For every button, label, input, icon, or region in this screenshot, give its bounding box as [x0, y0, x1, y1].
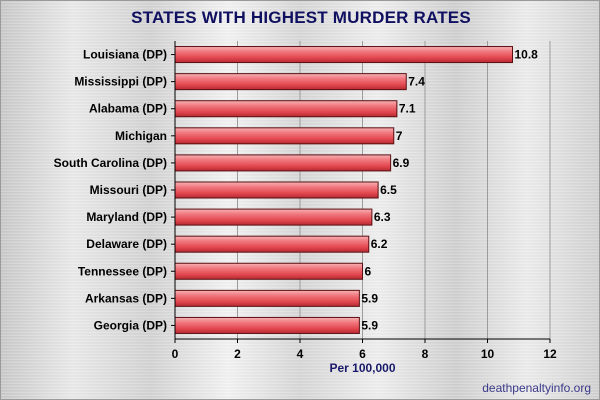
bar [174, 127, 395, 145]
value-label: 6.9 [393, 156, 410, 170]
x-tick-label: 8 [422, 347, 429, 361]
category-label: Mississippi (DP) [74, 75, 167, 89]
bar [174, 262, 363, 280]
x-tick-label: 6 [359, 347, 366, 361]
value-label: 6.3 [374, 210, 391, 224]
value-label: 5.9 [361, 318, 378, 332]
value-label: 7 [396, 129, 403, 143]
x-tick-label: 0 [172, 347, 179, 361]
category-label: South Carolina (DP) [54, 156, 167, 170]
bar [174, 181, 379, 199]
x-axis-label: Per 100,000 [329, 361, 396, 375]
axes: Louisiana (DP) 10.8 Mississippi (DP) 7.4 Ala… [54, 41, 557, 361]
category-label: Georgia (DP) [94, 318, 167, 332]
x-tick-label: 10 [481, 347, 495, 361]
bar [174, 208, 373, 226]
value-label: 6.5 [380, 183, 397, 197]
category-label: Alabama (DP) [89, 102, 167, 116]
bar [174, 235, 370, 253]
bar [174, 289, 360, 307]
category-label: Delaware (DP) [86, 237, 167, 251]
bar [174, 154, 392, 172]
bar [174, 73, 407, 91]
category-label: Maryland (DP) [86, 210, 167, 224]
value-label: 6 [365, 264, 372, 278]
bars [174, 46, 513, 334]
category-label: Arkansas (DP) [85, 291, 167, 305]
value-label: 6.2 [371, 237, 388, 251]
bar [174, 46, 513, 64]
category-label: Louisiana (DP) [83, 48, 167, 62]
x-tick-label: 4 [297, 347, 304, 361]
x-tick-label: 2 [234, 347, 241, 361]
source-credit: deathpenaltyinfo.org [482, 381, 591, 395]
bar [174, 316, 360, 334]
x-tick-label: 12 [543, 347, 557, 361]
bar [174, 100, 398, 118]
value-label: 7.4 [408, 75, 425, 89]
category-label: Missouri (DP) [90, 183, 167, 197]
value-label: 5.9 [361, 291, 378, 305]
value-label: 7.1 [399, 102, 416, 116]
category-label: Tennessee (DP) [78, 264, 167, 278]
value-label: 10.8 [515, 48, 539, 62]
category-label: Michigan [115, 129, 167, 143]
chart-title: STATES WITH HIGHEST MURDER RATES [131, 8, 471, 27]
